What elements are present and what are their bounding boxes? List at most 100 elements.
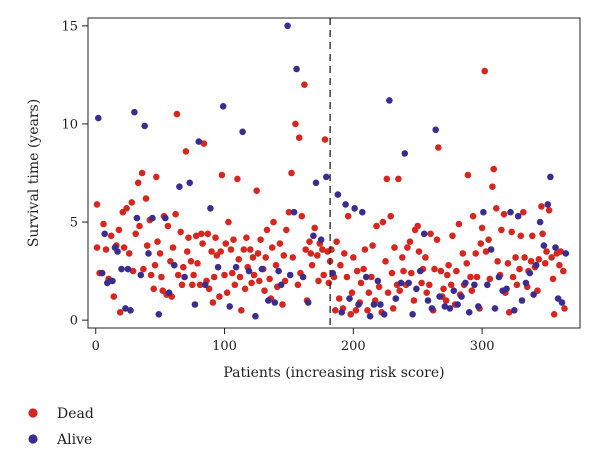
data-point-dead-1-88 [493, 205, 500, 212]
data-point-dead-0-96 [266, 275, 273, 283]
legend-label-dead: Dead [57, 406, 94, 422]
data-point-dead-0-98 [268, 244, 276, 251]
data-point-alive-2-57 [355, 301, 362, 308]
data-point-dead-0-75 [231, 281, 239, 289]
data-point-alive-2-95 [511, 307, 518, 314]
data-point-dead-1-30 [384, 289, 392, 297]
data-point-dead-0-80 [240, 246, 248, 253]
legend-label-alive: Alive [56, 432, 92, 448]
data-point-alive-2-106 [552, 244, 559, 251]
data-point-dead-0-39 [172, 210, 179, 218]
data-point-alive-2-99 [526, 269, 534, 277]
data-point-dead-1-115 [545, 207, 553, 214]
data-point-dead-0-68 [221, 271, 228, 279]
data-point-dead-0-61 [209, 299, 217, 306]
data-point-dead-1-84 [485, 236, 492, 243]
data-point-dead-0-30 [156, 250, 164, 257]
data-point-dead-1-21 [368, 273, 375, 281]
data-point-alive-2-0 [95, 114, 102, 122]
data-point-dead-1-63 [445, 261, 452, 269]
data-point-dead-1-14 [353, 267, 361, 275]
data-point-dead-0-15 [128, 199, 136, 206]
data-point-alive-2-27 [201, 281, 209, 289]
data-point-alive-2-45 [299, 273, 307, 281]
data-point-dead-1-87 [490, 165, 498, 173]
data-point-dead-0-109 [289, 254, 297, 261]
data-point-dead-1-19 [364, 307, 371, 314]
data-point-dead-1-28 [382, 258, 389, 265]
data-point-dead-1-114 [543, 248, 550, 255]
data-point-dead-0-103 [279, 301, 286, 308]
data-point-dead-1-106 [527, 258, 535, 265]
data-point-alive-2-88 [484, 281, 491, 289]
data-point-dead-1-73 [464, 171, 472, 179]
data-point-alive-2-102 [536, 218, 544, 226]
data-point-dead-1-3 [333, 238, 340, 245]
data-point-alive-2-89 [487, 246, 495, 253]
data-point-dead-1-113 [541, 260, 549, 267]
data-point-alive-2-71 [413, 285, 420, 293]
data-point-dead-0-70 [223, 289, 231, 297]
data-point-dead-0-53 [196, 281, 204, 289]
data-point-alive-2-11 [127, 307, 134, 314]
data-point-dead-1-50 [422, 254, 429, 261]
data-point-dead-0-41 [174, 271, 182, 279]
data-point-dead-1-46 [414, 222, 422, 230]
data-point-dead-0-82 [243, 234, 250, 241]
data-point-alive-2-43 [290, 208, 298, 216]
data-point-dead-0-1 [93, 244, 101, 251]
data-point-dead-0-42 [177, 228, 184, 236]
data-point-alive-2-42 [286, 271, 294, 279]
data-point-alive-2-93 [503, 285, 510, 293]
data-point-alive-2-29 [214, 263, 222, 271]
y-tick-label-5: 5 [70, 216, 78, 231]
data-point-alive-2-19 [162, 214, 169, 222]
data-point-alive-2-31 [226, 303, 233, 310]
data-point-dead-0-54 [198, 230, 205, 238]
data-point-dead-0-17 [132, 230, 139, 238]
data-point-dead-0-89 [254, 250, 262, 257]
data-point-dead-0-4 [102, 246, 110, 253]
data-point-alive-2-30 [219, 103, 227, 110]
data-point-dead-1-18 [361, 246, 369, 253]
data-point-alive-2-28 [207, 205, 214, 212]
data-point-alive-2-36 [258, 265, 266, 273]
data-point-alive-2-21 [171, 261, 178, 269]
data-point-dead-0-93 [261, 287, 268, 295]
data-point-alive-2-85 [471, 281, 478, 289]
data-point-dead-0-52 [194, 260, 201, 267]
data-point-dead-1-76 [469, 212, 477, 220]
data-point-dead-0-84 [247, 246, 254, 253]
data-point-alive-2-52 [334, 191, 342, 198]
data-point-dead-1-83 [482, 248, 490, 255]
data-point-dead-0-10 [116, 309, 124, 316]
data-point-alive-2-51 [329, 269, 337, 277]
legend-item-alive: Alive [28, 432, 92, 448]
data-point-dead-1-120 [556, 261, 563, 269]
data-point-alive-2-64 [380, 311, 388, 318]
data-point-dead-0-49 [189, 281, 196, 289]
data-point-dead-1-38 [399, 254, 406, 261]
data-point-alive-2-80 [450, 287, 458, 295]
data-point-dead-0-35 [164, 222, 172, 230]
data-point-alive-2-37 [265, 297, 272, 304]
axes-layer: 0 100 200 300 0 5 10 15 [61, 19, 494, 354]
data-point-dead-0-121 [311, 224, 319, 232]
data-point-alive-2-16 [145, 250, 152, 257]
data-point-dead-0-55 [199, 240, 206, 247]
data-point-dead-1-89 [494, 258, 501, 265]
data-point-dead-1-98 [512, 254, 519, 261]
data-point-dead-0-69 [222, 240, 230, 247]
data-point-alive-2-79 [446, 305, 454, 312]
data-point-dead-0-66 [217, 248, 224, 255]
data-point-alive-2-8 [118, 265, 125, 273]
data-point-dead-1-118 [550, 311, 558, 318]
data-point-dead-0-119 [307, 250, 315, 257]
data-point-alive-2-83 [462, 279, 469, 287]
data-point-alive-2-103 [540, 242, 548, 249]
data-point-alive-2-108 [558, 299, 566, 306]
data-point-alive-2-24 [186, 179, 193, 187]
data-point-dead-1-56 [433, 236, 441, 243]
data-point-dead-1-13 [352, 307, 360, 314]
data-point-alive-2-91 [495, 273, 503, 281]
